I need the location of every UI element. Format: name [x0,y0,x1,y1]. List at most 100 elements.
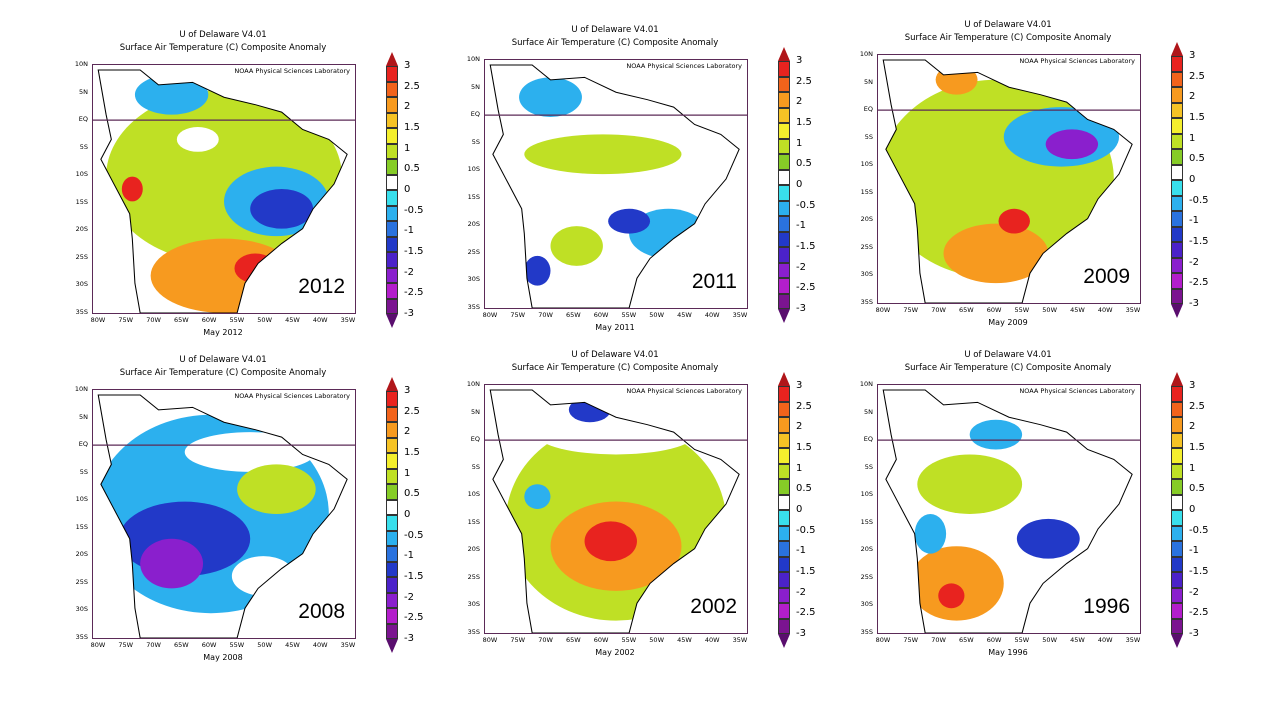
coastline [97,394,348,638]
colorbar-segment [778,76,790,92]
map-canvas [485,64,747,308]
colorbar-tick-label: -1 [404,550,414,562]
colorbar-segment [386,577,398,593]
colorbar-segment [778,123,790,139]
lon-tick-label: 70W [146,316,161,324]
panel-variable-title: Surface Air Temperature (C) Composite An… [119,368,327,378]
colorbar-segment [386,530,398,546]
panel-variable-title: Surface Air Temperature (C) Composite An… [511,363,719,373]
colorbar-segment [386,515,398,531]
lon-tick-label: 40W [704,636,720,644]
colorbar-tick-label: 1 [796,137,803,149]
lat-tick-label: 30S [75,605,88,614]
colorbar-segment [1171,479,1183,495]
lat-tick-label: 35S [75,308,88,316]
lat-tick-label: 20S [467,220,480,229]
colorbar-segment [1171,164,1183,180]
map-panel-2008: U of Delaware V4.01 Surface Air Temperatu… [60,355,480,695]
anomaly-region-warm_strong [998,208,1030,234]
lat-tick-label: 5N [79,87,88,96]
colorbar-segment [1171,417,1183,433]
lon-tick-label: 65W [958,306,974,314]
colorbar-segment [1171,211,1183,227]
panel-variable-title: Surface Air Temperature (C) Composite An… [511,38,719,48]
colorbar-segment [778,200,790,216]
colorbar-segment [778,479,790,495]
colorbar-segment [386,437,398,453]
year-label: 2009 [1081,265,1132,289]
anomaly-region-neutral [176,127,219,152]
anomaly-region-cool [134,74,209,115]
lat-tick-label: 5S [864,132,873,141]
lon-tick-label: 65W [173,316,189,324]
lon-tick-label: 75W [510,636,526,644]
colorbar-tick-label: 0 [796,179,803,190]
colorbar-tick-label: 0.5 [796,483,812,495]
colorbar-segment [778,185,790,201]
colorbar-segment [1171,494,1183,510]
colorbar-tick-label: 2.5 [1189,70,1205,82]
lon-tick-label: 70W [931,636,946,644]
colorbar-segment [386,298,398,314]
colorbar-tick-label: 2.5 [796,400,812,412]
colorbar-tick-label: -2.5 [796,607,816,619]
colorbar-tick-label: -2 [404,266,414,278]
lat-tick-label: 15S [75,522,88,531]
colorbar-tick-label: 0 [404,184,411,195]
colorbar-tick-label: 2 [796,96,803,108]
lon-tick-label: 50W [649,311,664,319]
colorbar-segment [386,236,398,252]
colorbar-tick-label: 0 [796,504,803,515]
anomaly-region-mild [524,134,682,175]
colorbar-tick-label: -1.5 [404,246,424,257]
colorbar-top-arrow [1171,42,1183,56]
colorbar-segment [386,453,398,469]
colorbar-segment [778,463,790,479]
colorbar-tick-label: -3 [404,308,414,319]
colorbar-tick-label: 0.5 [1189,483,1205,495]
colorbar-tick-label: -2 [404,591,414,603]
lat-tick-label: EQ [78,115,88,124]
colorbar-segment [386,190,398,206]
lat-tick-label: 10N [74,385,88,393]
lon-tick-label: 40W [1097,306,1113,314]
colorbar-segment [386,608,398,624]
colorbar-segment [1171,149,1183,165]
colorbar-segment [386,112,398,128]
colorbar-segment [778,541,790,557]
lat-tick-label: 5N [864,77,873,86]
colorbar-tick-label: 1 [404,142,411,154]
colorbar-tick-label: 0 [404,509,411,520]
lat-tick-label: 30S [75,280,88,289]
map-panel-2011: U of Delaware V4.01 Surface Air Temperatu… [452,25,872,365]
colorbar-segment [1171,572,1183,588]
colorbar-segment [778,107,790,123]
colorbar-segment [778,293,790,309]
credit-label: NOAA Physical Sciences Laboratory [1018,57,1136,65]
colorbar-tick-label: 2 [1189,421,1196,433]
lon-tick-label: 40W [312,316,328,324]
colorbar-segment [1171,401,1183,417]
colorbar-tick-label: -3 [404,633,414,644]
colorbar-tick-label: -1 [796,545,806,557]
colorbar-tick-label: -2 [1189,256,1199,268]
lat-tick-label: EQ [863,435,873,444]
colorbar-tick-label: -3 [1189,628,1199,639]
anomaly-map: NOAA Physical Sciences Laboratory 2011 [484,59,748,309]
colorbar-segment [1171,603,1183,619]
colorbar-segment [778,231,790,247]
colorbar-segment [1171,180,1183,196]
lon-tick-label: 80W [482,636,498,644]
lon-tick-label: 60W [593,636,609,644]
colorbar-segment [1171,510,1183,526]
colorbar-tick-label: -1 [404,225,414,237]
colorbar-tick-label: -2.5 [1189,277,1209,289]
anomaly-region-cool [914,513,947,554]
colorbar-segment [1171,87,1183,103]
anomaly-map: NOAA Physical Sciences Laboratory 1996 [877,384,1141,634]
colorbar-segment [778,154,790,170]
colorbar-segment [1171,288,1183,304]
month-label: May 1996 [988,648,1028,657]
lon-tick-label: 50W [257,316,272,324]
colorbar-segment [386,159,398,175]
